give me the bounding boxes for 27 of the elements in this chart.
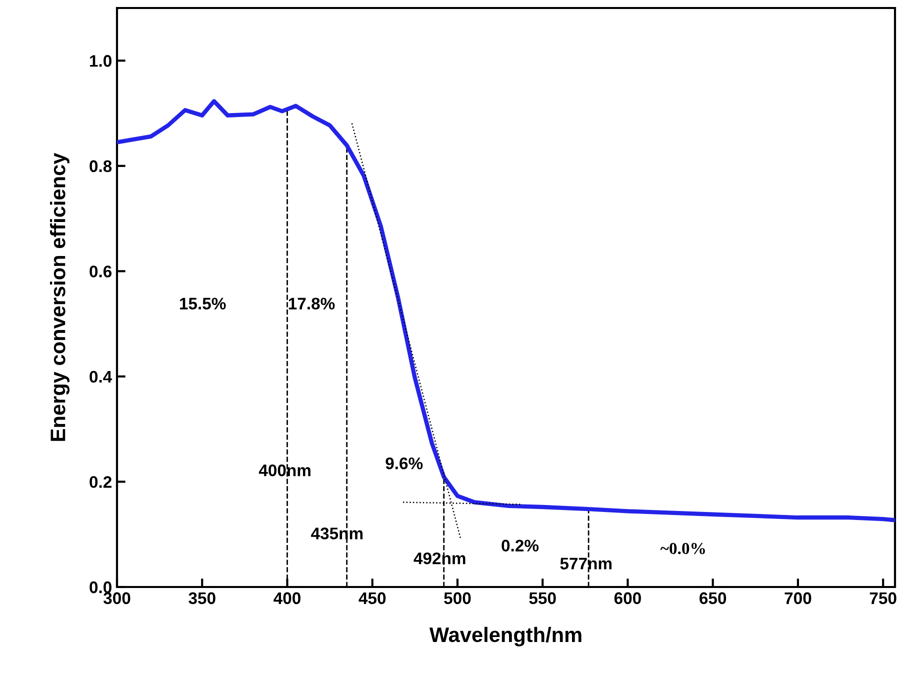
y-tick-label: 0.2 <box>90 476 112 488</box>
x-tick-label: 650 <box>700 592 726 604</box>
ref-line-label: 577nm <box>560 558 612 570</box>
y-tick-label: 0.8 <box>90 160 112 172</box>
annotation: ~0.0% <box>660 542 705 554</box>
y-tick-label: 0.6 <box>90 266 112 278</box>
y-axis-title: Energy conversion efficiency <box>50 152 70 441</box>
annotation: 17.8% <box>288 298 335 310</box>
annotation: 15.5% <box>180 298 226 310</box>
ref-line-label: 400nm <box>258 464 310 476</box>
x-tick-label: 350 <box>188 592 216 604</box>
x-tick-label: 550 <box>529 592 556 604</box>
x-tick-label: 500 <box>444 592 471 604</box>
x-tick-label: 600 <box>614 592 641 604</box>
x-tick-label: 400 <box>274 592 300 604</box>
x-tick-label: 750 <box>870 592 896 604</box>
x-tick-label: 300 <box>103 592 130 604</box>
x-tick-label: 700 <box>784 592 812 604</box>
ref-line-label: 435nm <box>311 528 363 540</box>
x-tick-label: 450 <box>358 592 386 604</box>
x-axis-title: Wavelength/nm <box>429 626 582 646</box>
y-tick-label: 0.0 <box>90 581 112 594</box>
y-tick-label: 1.0 <box>90 55 112 67</box>
y-tick-label: 0.4 <box>90 370 112 383</box>
annotation: 0.2% <box>502 540 539 552</box>
ref-line-label: 492nm <box>414 552 466 564</box>
annotation: 9.6% <box>386 458 423 470</box>
